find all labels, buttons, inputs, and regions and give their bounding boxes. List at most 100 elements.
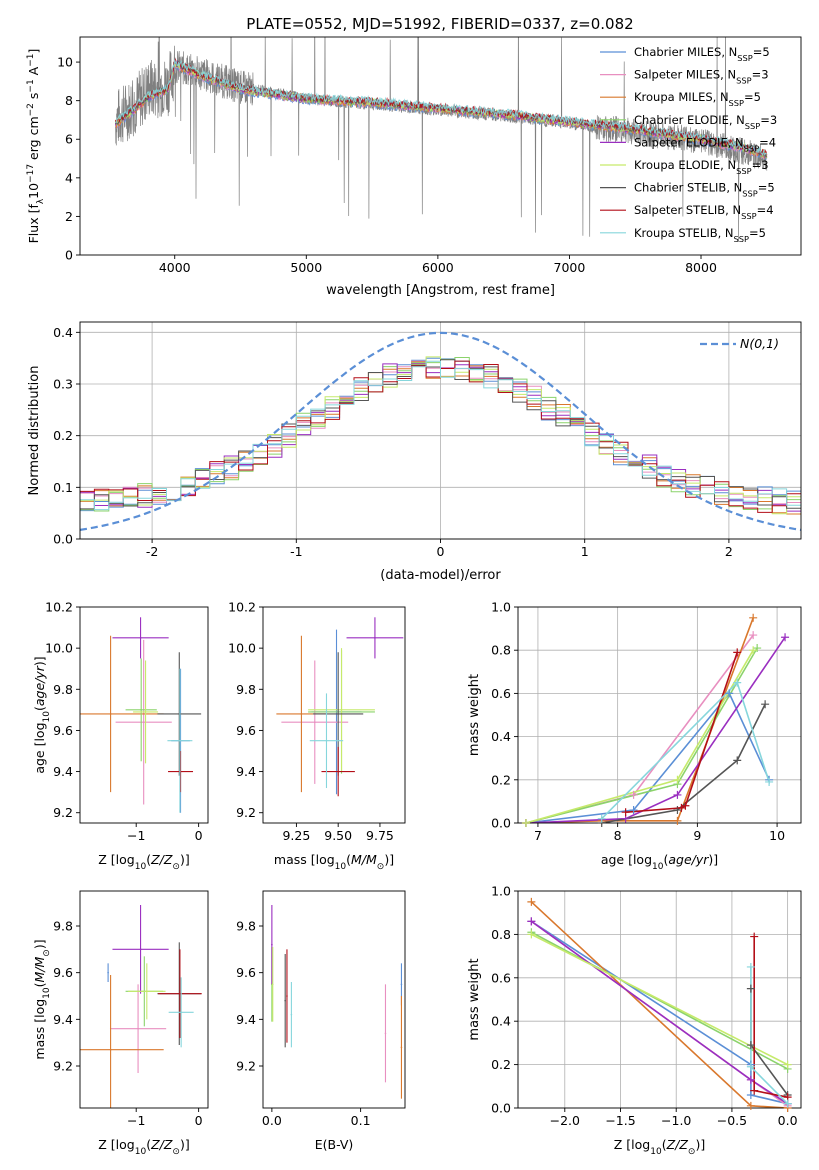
data-point [109, 1048, 112, 1051]
weight-marker [783, 1099, 792, 1108]
x-tick-label: 10 [769, 828, 785, 843]
weight-marker [750, 932, 759, 941]
weight-marker [673, 775, 682, 784]
weight-marker [681, 801, 690, 810]
x-axis-label: wavelength [Angstrom, rest frame] [326, 283, 555, 298]
data-point [140, 709, 142, 711]
panel-age_vs_Z: −1 0 9.2 9.4 9.6 9.8 10.0 10.2 Z [log10(Z/Z⊙)] ag… [32, 600, 209, 872]
x-tick-label: 9.50 [324, 828, 352, 843]
plot-area [276, 617, 404, 797]
panel-age_vs_mass: 9.25 9.50 9.75 9.2 9.4 9.6 9.8 10.0 10.2 mass [lo… [228, 600, 406, 872]
x-tick-label: 0.0 [778, 1113, 798, 1128]
x-tick-label: 1 [581, 544, 589, 559]
y-tick-label: 9.4 [53, 1012, 73, 1027]
x-tick-label: 9.25 [282, 828, 310, 843]
y-tick-label: 10.2 [228, 600, 256, 615]
histogram-kroupa-stelib [80, 360, 801, 511]
plot-area [271, 905, 403, 1099]
x-tick-label: −0.5 [717, 1113, 747, 1128]
y-tick-label: 2 [65, 209, 73, 224]
x-tick-label: 0.0 [262, 1113, 282, 1128]
weight-marker [673, 790, 682, 799]
weight-marker [527, 897, 536, 906]
plot-area [80, 331, 801, 531]
data-point [179, 992, 181, 995]
y-axis-label: Flux [fλ10−17 erg cm−2 s−1 A−1] [26, 49, 46, 244]
y-tick-label: 9.8 [53, 919, 73, 934]
observed-spectrum [115, 37, 768, 243]
data-point [290, 1013, 293, 1016]
data-point [179, 739, 181, 742]
y-tick-label: 9.6 [236, 723, 256, 738]
y-tick-label: 0.4 [491, 1014, 511, 1029]
y-tick-label: 6 [65, 132, 73, 147]
legend-label: Kroupa STELIB, NSSP=5 [634, 226, 766, 244]
weight-line-chabrier-stelib [750, 988, 789, 1096]
axes-frame [79, 890, 209, 1109]
legend-label: Salpeter MILES, NSSP=3 [634, 68, 769, 86]
y-tick-label: 9.6 [53, 965, 73, 980]
x-tick-label: 5000 [290, 260, 322, 275]
axes-frame [79, 36, 802, 256]
data-point [337, 770, 339, 773]
panel-spectrum: 4000 5000 6000 7000 8000 0 2 4 6 8 10 wavelength [A… [26, 36, 802, 298]
y-tick-label: 9.4 [53, 764, 73, 779]
legend-label: Salpeter STELIB, NSSP=4 [634, 203, 774, 221]
data-point [374, 637, 376, 639]
data-point [137, 1027, 139, 1030]
y-tick-label: 9.2 [236, 805, 256, 820]
data-point [400, 983, 403, 986]
legend-label: Salpeter ELODIE, NSSP=4 [634, 135, 776, 153]
axes-frame [262, 606, 406, 824]
model-spectrum-kroupa-stelib [115, 59, 768, 156]
x-tick-label: −1 [127, 828, 145, 843]
y-tick-label: 0.2 [491, 772, 511, 787]
y-tick-label: 0.2 [53, 428, 73, 443]
data-point [109, 713, 112, 715]
weight-line-kroupa-miles [525, 617, 754, 823]
x-tick-label: -2 [146, 544, 158, 559]
y-tick-label: 0 [65, 248, 73, 263]
legend-label: Chabrier MILES, NSSP=5 [634, 45, 770, 63]
data-point [139, 637, 142, 639]
weight-marker [733, 756, 742, 765]
x-tick-label: 8 [614, 828, 622, 843]
y-tick-label: 9.8 [236, 919, 256, 934]
weight-marker [761, 700, 770, 709]
plot-area [115, 37, 768, 243]
x-axis-label: (data-model)/error [380, 568, 501, 583]
x-tick-label: −1.5 [605, 1113, 635, 1128]
x-tick-label: 7000 [554, 260, 586, 275]
axes-frame [262, 890, 406, 1109]
x-tick-label: 8000 [685, 260, 717, 275]
y-tick-label: 9.6 [53, 723, 73, 738]
y-tick-label: 10 [57, 55, 73, 70]
y-axis-label: Normed distribution [27, 366, 42, 496]
weight-marker [521, 819, 530, 827]
data-point [271, 943, 273, 946]
weight-marker [527, 930, 536, 939]
x-axis-label: Z [log10(Z/Z⊙)] [98, 852, 189, 872]
y-tick-label: 9.2 [53, 1059, 73, 1074]
y-tick-label: 0.1 [53, 480, 73, 495]
x-tick-label: 0 [195, 1113, 203, 1128]
weight-line-chabrier-elodie [531, 931, 788, 1070]
axes-frame [517, 606, 802, 824]
weight-marker [733, 678, 742, 687]
weight-marker [753, 644, 762, 653]
legend-label: Chabrier STELIB, NSSP=5 [634, 181, 775, 199]
y-tick-label: 4 [65, 170, 73, 185]
x-tick-label: -1 [290, 544, 302, 559]
x-axis-label: Z [log10(Z/Z⊙)] [98, 1137, 189, 1157]
y-tick-label: 0.6 [491, 970, 511, 985]
panel-residual_histogram: -2 -1 0 1 2 0.0 0.1 0.2 0.3 0.4 (data-model)/error… [27, 321, 802, 583]
weight-marker [621, 808, 630, 817]
y-tick-label: 9.4 [236, 1012, 256, 1027]
x-axis-label: Z [log10(Z/Z⊙)] [614, 1137, 705, 1157]
figure-title: PLATE=0552, MJD=51992, FIBERID=0337, z=0… [246, 15, 633, 33]
weight-marker [746, 1075, 755, 1084]
data-point [325, 739, 328, 742]
legend-label: Kroupa ELODIE, NSSP=3 [634, 158, 769, 176]
data-point [144, 711, 147, 713]
